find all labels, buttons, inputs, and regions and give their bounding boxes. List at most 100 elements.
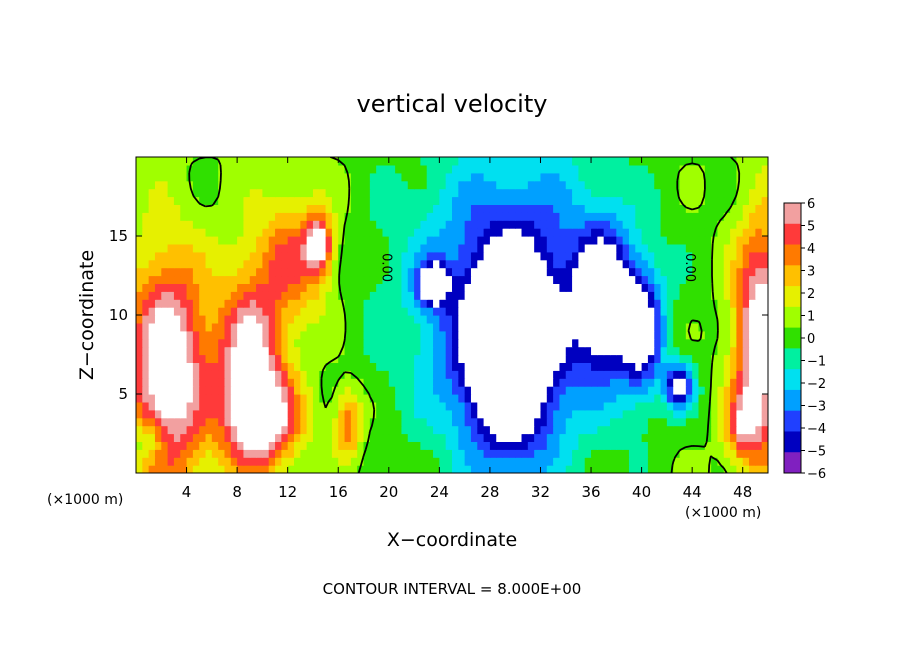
heatmap-cell <box>433 409 440 419</box>
heatmap-cell <box>647 330 655 340</box>
heatmap-cell <box>161 188 169 198</box>
heatmap-cell <box>603 370 611 379</box>
heatmap-cell <box>679 228 687 237</box>
heatmap-cell <box>755 338 763 348</box>
heatmap-cell <box>281 172 289 182</box>
heatmap-cell <box>470 417 478 427</box>
heatmap-cell <box>521 157 529 166</box>
heatmap-cell <box>622 172 630 182</box>
heatmap-cell <box>527 299 535 308</box>
heatmap-cell <box>591 465 598 473</box>
heatmap-cell <box>243 164 251 174</box>
heatmap-cell <box>281 243 289 253</box>
heatmap-cell <box>331 315 339 324</box>
heatmap-cell <box>192 228 200 237</box>
heatmap-cell <box>407 346 415 356</box>
heatmap-cell <box>395 291 403 300</box>
heatmap-cell <box>565 362 573 371</box>
heatmap-cell <box>237 386 245 395</box>
heatmap-cell <box>692 259 700 269</box>
heatmap-cell <box>502 204 510 213</box>
heatmap-cell <box>414 259 421 269</box>
heatmap-cell <box>338 362 346 371</box>
heatmap-cell <box>224 378 232 387</box>
heatmap-cell <box>641 228 649 237</box>
heatmap-cell <box>136 330 143 340</box>
heatmap-cell <box>635 236 643 245</box>
heatmap-cell <box>300 346 308 356</box>
heatmap-cell <box>527 457 535 466</box>
heatmap-cell <box>698 417 706 427</box>
heatmap-cell <box>736 157 744 166</box>
heatmap-cell <box>376 322 384 332</box>
heatmap-cell <box>584 394 592 403</box>
heatmap-cell <box>546 259 554 269</box>
heatmap-cell <box>243 283 251 292</box>
heatmap-cell <box>660 307 668 316</box>
heatmap-cell <box>464 180 472 190</box>
heatmap-cell <box>439 370 447 379</box>
heatmap-cell <box>470 386 478 395</box>
heatmap-cell <box>635 212 643 221</box>
heatmap-cell <box>275 315 282 324</box>
heatmap-cell <box>591 330 598 340</box>
heatmap-cell <box>559 172 567 182</box>
heatmap-cell <box>496 425 504 435</box>
heatmap-cell <box>742 204 750 213</box>
heatmap-cell <box>616 251 624 261</box>
heatmap-cell <box>464 449 472 458</box>
heatmap-cell <box>237 330 245 340</box>
heatmap-cell <box>433 394 440 403</box>
heatmap-cell <box>331 275 339 284</box>
heatmap-cell <box>369 425 377 435</box>
heatmap-cell <box>641 259 649 269</box>
heatmap-cell <box>376 354 384 363</box>
heatmap-cell <box>452 409 459 419</box>
heatmap-cell <box>711 220 719 229</box>
heatmap-cell <box>540 164 548 174</box>
heatmap-cell <box>666 157 674 166</box>
heatmap-cell <box>445 196 453 205</box>
heatmap-cell <box>736 346 744 356</box>
heatmap-cell <box>319 188 327 198</box>
heatmap-cell <box>565 346 573 356</box>
heatmap-cell <box>704 315 712 324</box>
heatmap-cell <box>603 220 611 229</box>
heatmap-cell <box>679 236 687 245</box>
heatmap-cell <box>433 386 440 395</box>
heatmap-cell <box>224 180 232 190</box>
heatmap-cell <box>666 236 674 245</box>
heatmap-cell <box>287 275 295 284</box>
heatmap-cell <box>458 417 466 427</box>
heatmap-cell <box>673 378 681 387</box>
heatmap-cell <box>578 180 586 190</box>
heatmap-cell <box>704 291 712 300</box>
heatmap-cell <box>331 291 339 300</box>
heatmap-cell <box>294 346 301 356</box>
heatmap-cell <box>679 322 687 332</box>
heatmap-cell <box>249 283 257 292</box>
heatmap-cell <box>369 212 377 221</box>
heatmap-cell <box>199 236 207 245</box>
heatmap-cell <box>294 157 301 166</box>
heatmap-cell <box>749 417 756 427</box>
heatmap-cell <box>540 417 548 427</box>
heatmap-cell <box>679 354 687 363</box>
heatmap-cell <box>287 433 295 442</box>
heatmap-cell <box>142 299 150 308</box>
heatmap-cell <box>306 386 314 395</box>
heatmap-cell <box>717 243 725 253</box>
heatmap-cell <box>591 267 598 277</box>
heatmap-cell <box>148 212 156 221</box>
heatmap-cell <box>167 378 175 387</box>
heatmap-cell <box>173 212 181 221</box>
heatmap-cell <box>628 378 636 387</box>
heatmap-cell <box>641 433 649 442</box>
heatmap-cell <box>357 299 365 308</box>
heatmap-cell <box>407 307 415 316</box>
heatmap-cell <box>199 307 207 316</box>
heatmap-cell <box>628 180 636 190</box>
heatmap-cell <box>515 299 523 308</box>
heatmap-cell <box>382 354 390 363</box>
heatmap-cell <box>218 267 226 277</box>
